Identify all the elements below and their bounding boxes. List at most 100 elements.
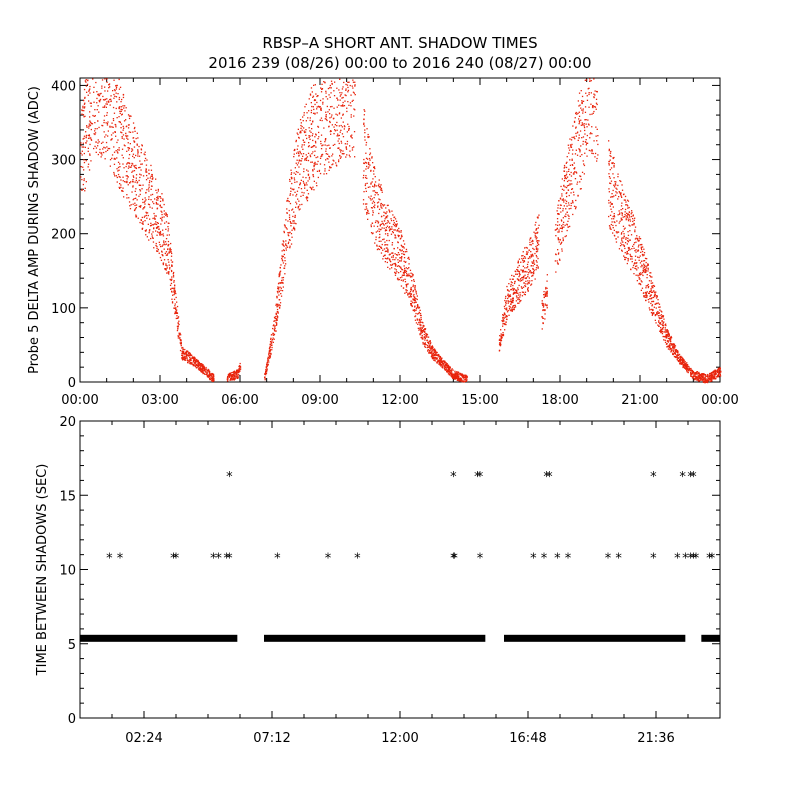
data-point (293, 153, 295, 155)
data-point (323, 164, 326, 166)
data-point (453, 377, 455, 379)
data-point (525, 283, 527, 285)
data-point (372, 185, 374, 187)
data-point (511, 278, 514, 280)
data-point (421, 334, 423, 337)
data-point (185, 353, 187, 355)
data-point (391, 263, 394, 265)
data-point (300, 163, 302, 165)
data-point (418, 320, 421, 322)
data-point (580, 119, 582, 121)
data-point (193, 364, 195, 366)
data-point (672, 352, 674, 354)
data-point (124, 145, 126, 147)
data-point (672, 347, 675, 349)
data-point (293, 179, 296, 181)
data-point (202, 364, 204, 366)
data-point (118, 176, 120, 178)
data-point (166, 234, 168, 236)
data-point (447, 370, 449, 372)
data-point (668, 335, 670, 337)
data-point (646, 258, 648, 260)
data-point (459, 378, 461, 380)
data-point (596, 90, 598, 93)
data-point (624, 247, 626, 250)
data-point (378, 230, 381, 233)
data-point (161, 216, 163, 218)
data-point (238, 367, 240, 370)
data-point (704, 382, 706, 384)
data-point (146, 174, 148, 177)
data-point (324, 139, 327, 141)
data-point (295, 223, 297, 225)
data-point (315, 142, 317, 144)
data-point (282, 243, 284, 245)
data-point (276, 318, 278, 320)
data-point (338, 112, 341, 114)
data-point (177, 322, 179, 324)
data-point (685, 364, 688, 367)
data-point (518, 271, 521, 273)
data-point (617, 236, 619, 238)
data-point (630, 255, 632, 258)
data-point (648, 301, 650, 303)
data-point (432, 357, 434, 359)
data-point (508, 296, 510, 298)
data-point (175, 296, 177, 299)
data-point (515, 295, 518, 297)
data-point (451, 376, 453, 378)
data-point (195, 364, 197, 366)
data-point (524, 284, 526, 287)
data-point (367, 186, 369, 188)
data-point (386, 225, 389, 227)
data-point (285, 243, 287, 245)
data-point (683, 364, 686, 366)
data-point (317, 160, 319, 163)
data-point (112, 126, 114, 128)
data-point (127, 147, 129, 149)
data-point (343, 128, 345, 130)
data-point (381, 189, 383, 191)
data-point (649, 309, 651, 311)
data-point (202, 372, 204, 375)
data-point (338, 138, 340, 140)
data-point (582, 100, 585, 102)
data-point (387, 220, 389, 222)
data-point (527, 280, 529, 282)
data-point (158, 232, 160, 234)
data-point (387, 251, 389, 253)
data-point (301, 191, 303, 194)
data-point (571, 188, 573, 190)
data-point (688, 367, 691, 369)
data-point (329, 87, 331, 89)
data-point (135, 174, 138, 176)
data-point (187, 353, 189, 355)
data-point (583, 123, 585, 125)
data-point (544, 303, 546, 305)
data-point (126, 150, 128, 152)
data-point (299, 132, 301, 134)
data-point (150, 222, 152, 224)
data-point (307, 174, 310, 176)
data-point (561, 178, 563, 180)
data-point (438, 363, 440, 365)
data-point (643, 248, 645, 250)
data-point (639, 238, 642, 240)
data-point (531, 239, 534, 242)
data-point (392, 256, 394, 258)
data-point (80, 144, 82, 147)
data-point (275, 313, 277, 315)
data-point (439, 364, 441, 366)
data-point (458, 372, 460, 374)
data-point (415, 308, 418, 310)
data-point (235, 372, 237, 374)
data-point (127, 138, 129, 140)
data-point (430, 342, 432, 344)
data-point (98, 94, 100, 97)
data-point (558, 213, 560, 215)
data-point (331, 105, 333, 108)
data-point (670, 344, 673, 346)
data-point (611, 193, 613, 195)
data-point (226, 377, 229, 379)
data-point (306, 198, 308, 200)
